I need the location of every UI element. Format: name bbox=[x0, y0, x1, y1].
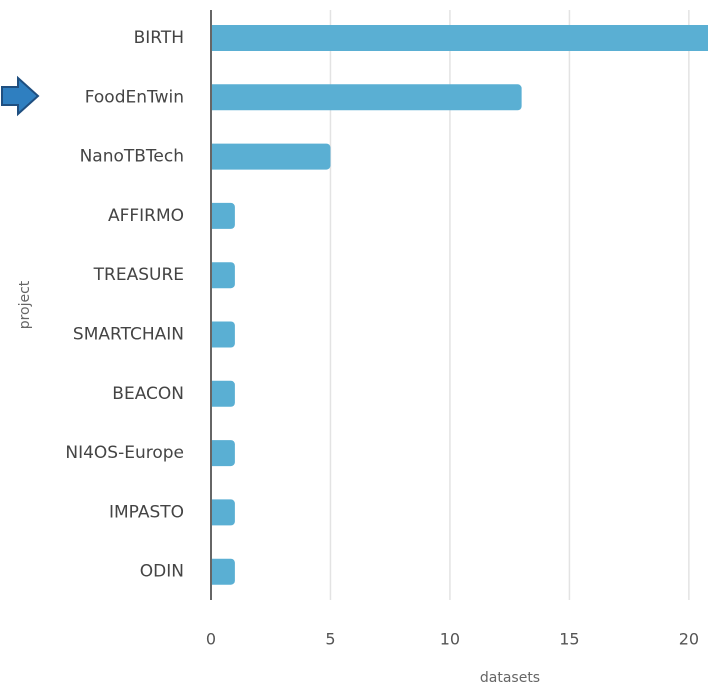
bar bbox=[211, 262, 235, 289]
y-tick-label: BIRTH bbox=[134, 28, 184, 48]
x-tick-label: 10 bbox=[440, 630, 460, 649]
y-tick-label: NI4OS-Europe bbox=[65, 443, 184, 463]
bar bbox=[211, 84, 522, 111]
y-tick-label: BEACON bbox=[112, 384, 184, 404]
y-tick-label: NanoTBTech bbox=[80, 147, 184, 167]
bar bbox=[211, 321, 235, 348]
bars bbox=[211, 25, 708, 585]
y-tick-label: AFFIRMO bbox=[108, 206, 184, 226]
bar bbox=[211, 380, 235, 407]
bar bbox=[211, 558, 235, 585]
y-tick-label: IMPASTO bbox=[109, 502, 184, 522]
x-tick-label: 5 bbox=[325, 630, 335, 649]
bar bbox=[211, 440, 235, 467]
y-axis-title: project bbox=[17, 280, 33, 329]
y-tick-label: FoodEnTwin bbox=[85, 87, 184, 107]
x-tick-label: 15 bbox=[559, 630, 579, 649]
x-tick-label: 0 bbox=[206, 630, 216, 649]
y-tick-label: ODIN bbox=[140, 562, 184, 582]
x-axis-title: datasets bbox=[480, 670, 540, 685]
pointer-arrow bbox=[1, 75, 40, 117]
y-tick-label: TREASURE bbox=[93, 265, 184, 285]
x-tick-label: 20 bbox=[679, 630, 699, 649]
y-tick-label: SMARTCHAIN bbox=[73, 325, 184, 345]
bar bbox=[211, 25, 708, 51]
bar bbox=[211, 202, 235, 229]
bar bbox=[211, 499, 235, 526]
bar bbox=[211, 143, 331, 170]
